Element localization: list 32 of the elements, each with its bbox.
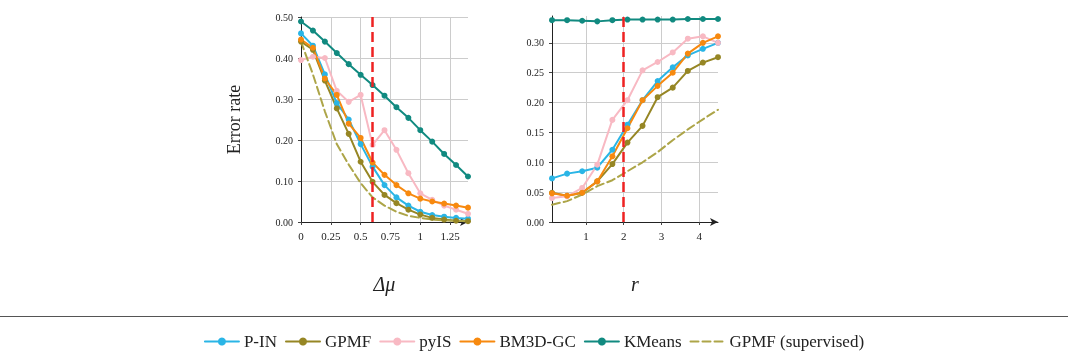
x-axis-title: r	[631, 273, 640, 295]
y-tick-label: 0.00	[526, 216, 544, 228]
legend-label: GPMF (supervised)	[729, 332, 865, 351]
x-tick-label: 2	[620, 229, 627, 242]
x-tick-label: 1.25	[440, 229, 461, 242]
y-tick-label: 0.15	[526, 126, 544, 138]
y-tick-label: 0.25	[526, 67, 544, 79]
y-tick-label: 0.20	[275, 134, 293, 146]
x-tick-label: 1	[583, 229, 589, 242]
x-tick-label: 0	[298, 229, 305, 242]
legend-label: BM3D-GC	[499, 332, 576, 351]
y-tick-label: 0.00	[275, 216, 293, 228]
y-tick-label: 0.20	[526, 97, 544, 109]
x-tick-label: 3	[658, 229, 665, 242]
x-tick-label: 0.75	[380, 229, 401, 242]
legend-label: pyIS	[419, 332, 452, 351]
y-tick-label: 0.30	[526, 37, 544, 49]
x-tick-label: 1	[417, 229, 424, 242]
x-axis-title: Δμ	[372, 273, 396, 296]
y-tick-label: 0.10	[275, 175, 293, 187]
x-tick-label: 4	[696, 229, 703, 242]
y-tick-label: 0.50	[275, 11, 293, 23]
legend-label: GPMF	[324, 332, 372, 351]
y-tick-label: 0.05	[526, 186, 544, 198]
y-tick-label: 0.40	[275, 52, 293, 64]
y-tick-label: 0.30	[275, 93, 293, 105]
legend-label: KMeans	[623, 332, 682, 351]
x-tick-label: 0.5	[353, 229, 369, 242]
legend-label: P-IN	[243, 332, 277, 351]
y-axis-title: Error rate	[224, 84, 244, 155]
x-tick-label: 0.25	[321, 229, 341, 242]
y-tick-label: 0.10	[526, 156, 544, 168]
